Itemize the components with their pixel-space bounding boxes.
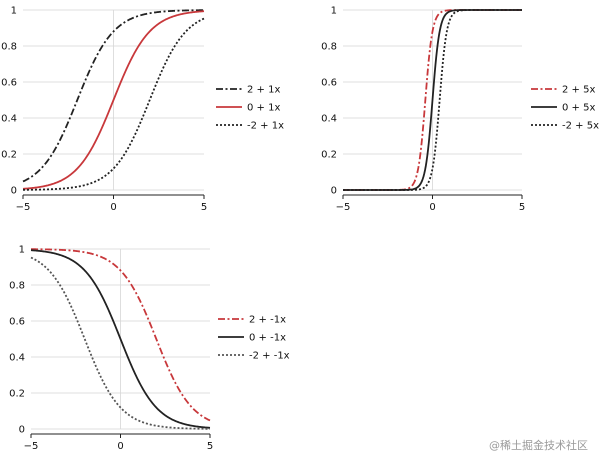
chart-panel-1: 0 0.2 0.4 0.6 0.8 1 −5 0 5 2 + 1x 0 + 1x -2 + 1x — [1, 6, 284, 214]
y-tick-label: 1 — [331, 6, 337, 17]
legend-label-1: 2 + 1x — [247, 85, 280, 96]
legend-label-1: 2 + -1x — [249, 315, 286, 326]
y-tick-label: 0.6 — [9, 317, 25, 328]
series-line-1 — [22, 9, 205, 183]
y-tick-label: 0.8 — [321, 42, 337, 53]
y-tick-label: 0.2 — [1, 150, 17, 161]
y-tick-label: 0 — [11, 186, 17, 197]
x-tick-label: 5 — [519, 202, 525, 213]
legend-label-2: 0 + -1x — [249, 333, 286, 344]
y-tick-label: 0.2 — [9, 389, 25, 400]
y-tick-label: 0.8 — [9, 281, 25, 292]
y-tick-label: 0.6 — [1, 78, 17, 89]
x-tick-label: 0 — [117, 441, 123, 452]
x-tick-label: 5 — [207, 441, 213, 452]
x-tick-label: 0 — [110, 202, 116, 213]
series-line-3 — [30, 256, 211, 430]
y-tick-label: 0.4 — [1, 114, 17, 125]
x-tick-label: 5 — [201, 202, 207, 213]
x-tick-label: −5 — [24, 441, 39, 452]
x-tick-label: 0 — [429, 202, 435, 213]
series-line-3 — [343, 9, 522, 191]
legend-label-3: -2 + 5x — [562, 121, 599, 132]
series-line-2 — [30, 249, 211, 429]
legend-label-1: 2 + 5x — [562, 85, 595, 96]
y-tick-label: 0 — [19, 425, 25, 436]
series-line-2 — [22, 10, 205, 190]
y-tick-label: 0.4 — [321, 114, 337, 125]
legend-label-3: -2 + -1x — [249, 351, 290, 362]
chart-panel-2: 0 0.2 0.4 0.6 0.8 1 −5 0 5 2 + 5x 0 + 5x -2 + 5x — [321, 6, 599, 214]
x-tick-label: −5 — [16, 202, 31, 213]
y-tick-label: 0.2 — [321, 150, 337, 161]
y-tick-label: 0.6 — [321, 78, 337, 89]
watermark: @稀土掘金技术社区 — [489, 439, 588, 452]
y-tick-label: 0 — [331, 186, 337, 197]
y-tick-label: 1 — [11, 6, 17, 17]
y-tick-label: 1 — [19, 245, 25, 256]
chart-panel-3: 0 0.2 0.4 0.6 0.8 1 −5 0 5 2 + -1x 0 + -1x -2 + -1x — [9, 245, 290, 453]
x-tick-label: −5 — [336, 202, 351, 213]
legend-label-3: -2 + 1x — [247, 121, 284, 132]
y-tick-label: 0.8 — [1, 42, 17, 53]
series-line-1 — [30, 248, 211, 422]
y-tick-label: 0.4 — [9, 353, 25, 364]
legend-label-2: 0 + 1x — [247, 103, 280, 114]
legend-label-2: 0 + 5x — [562, 103, 595, 114]
